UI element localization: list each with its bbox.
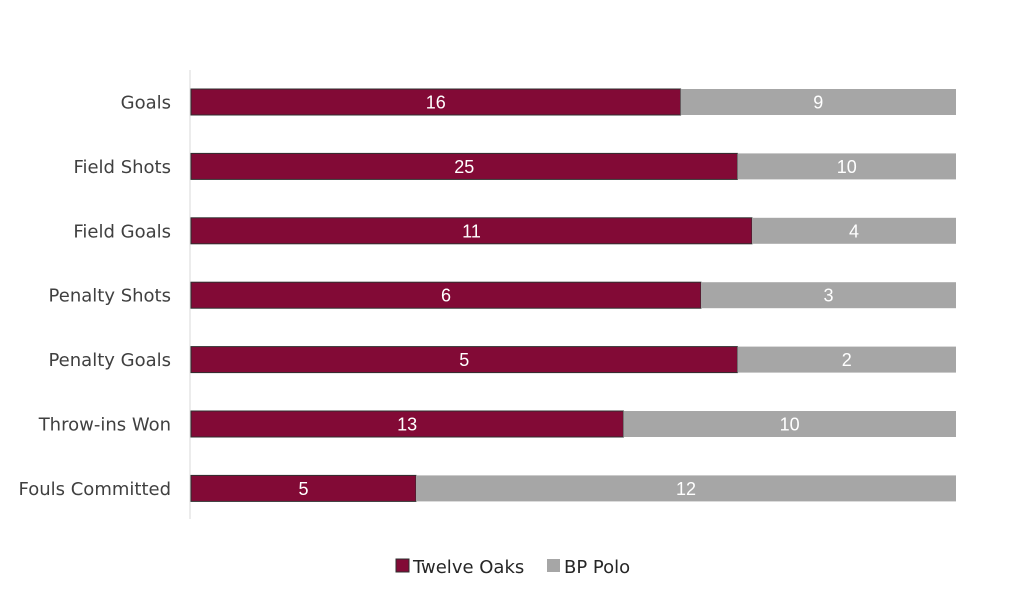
bar-twelve-oaks-throw-ins-won bbox=[190, 410, 624, 438]
bar-twelve-oaks-field-shots bbox=[190, 152, 738, 180]
legend-label-bp-polo: BP Polo bbox=[564, 557, 630, 578]
category-label-goals: Goals bbox=[121, 93, 171, 114]
value-label-bp-polo-throw-ins-won: 10 bbox=[780, 415, 800, 435]
bar-twelve-oaks-field-goals bbox=[190, 217, 753, 245]
bar-twelve-oaks-penalty-goals bbox=[190, 346, 738, 374]
bar-group: 16 9 25 10 11 4 6 3 5 2 13 10 5 12 bbox=[190, 88, 956, 502]
bar-bp-polo-fouls-committed bbox=[416, 475, 956, 502]
value-label-bp-polo-goals: 9 bbox=[813, 93, 823, 113]
category-label-field-goals: Field Goals bbox=[73, 221, 171, 242]
value-label-twelve-oaks-throw-ins-won: 13 bbox=[397, 415, 417, 435]
legend-swatch-twelve-oaks bbox=[395, 558, 410, 573]
legend-label-twelve-oaks: Twelve Oaks bbox=[412, 557, 524, 578]
category-labels: Goals Field Shots Field Goals Penalty Shots… bbox=[19, 93, 172, 500]
category-label-field-shots: Field Shots bbox=[73, 157, 171, 178]
bar-bp-polo-field-goals bbox=[752, 217, 956, 244]
bar-bp-polo-penalty-shots bbox=[701, 282, 956, 309]
legend-swatch-bp-polo bbox=[547, 559, 560, 572]
bar-bp-polo-throw-ins-won bbox=[623, 411, 956, 437]
value-label-twelve-oaks-penalty-shots: 6 bbox=[441, 286, 451, 306]
value-label-twelve-oaks-field-goals: 11 bbox=[462, 221, 481, 241]
bar-bp-polo-penalty-goals bbox=[737, 346, 956, 373]
value-label-bp-polo-field-goals: 4 bbox=[849, 221, 859, 241]
category-label-penalty-shots: Penalty Shots bbox=[49, 286, 171, 307]
category-label-fouls-committed: Fouls Committed bbox=[19, 479, 172, 500]
value-label-twelve-oaks-fouls-committed: 5 bbox=[298, 479, 308, 499]
value-label-twelve-oaks-penalty-goals: 5 bbox=[459, 350, 469, 370]
bar-bp-polo-goals bbox=[680, 89, 956, 115]
bar-twelve-oaks-penalty-shots bbox=[190, 281, 702, 309]
bar-twelve-oaks-fouls-committed bbox=[190, 474, 417, 502]
value-label-twelve-oaks-field-shots: 25 bbox=[454, 157, 474, 177]
value-label-bp-polo-field-shots: 10 bbox=[837, 157, 857, 177]
value-label-bp-polo-fouls-committed: 12 bbox=[676, 479, 696, 499]
bar-bp-polo-field-shots bbox=[737, 153, 956, 180]
value-label-twelve-oaks-goals: 16 bbox=[426, 93, 446, 113]
value-label-bp-polo-penalty-goals: 2 bbox=[842, 350, 852, 370]
category-label-penalty-goals: Penalty Goals bbox=[48, 350, 171, 371]
legend: Twelve Oaks BP Polo bbox=[395, 557, 630, 578]
value-label-bp-polo-penalty-shots: 3 bbox=[823, 286, 833, 306]
category-label-throw-ins-won: Throw-ins Won bbox=[38, 415, 171, 436]
